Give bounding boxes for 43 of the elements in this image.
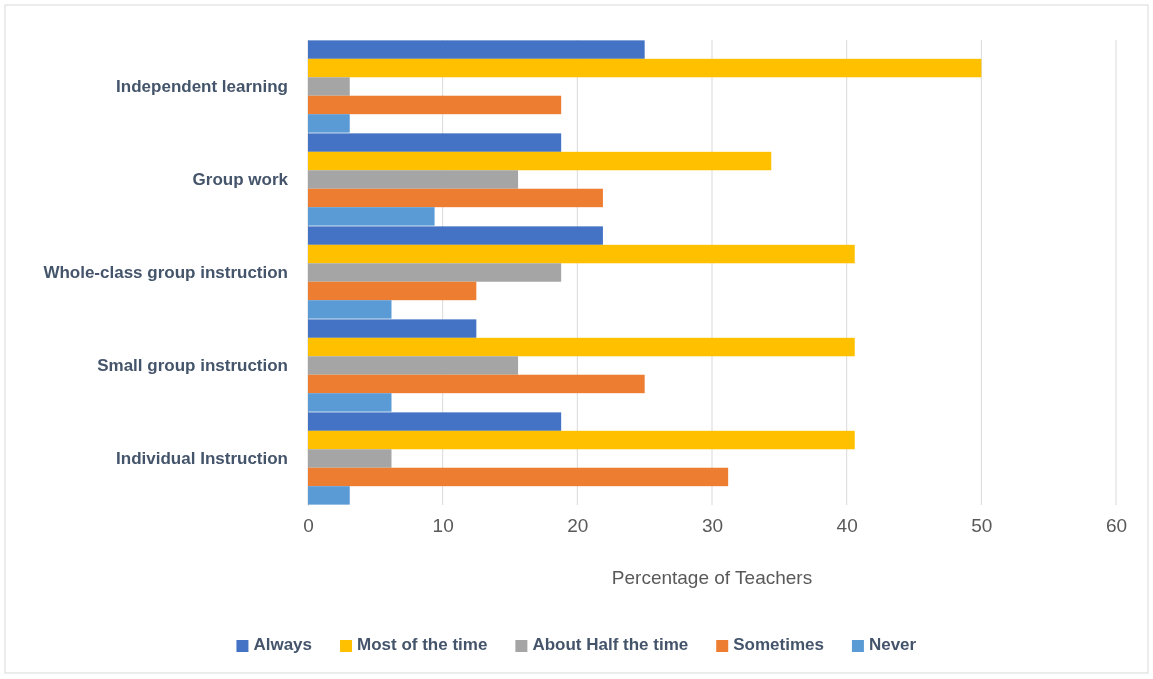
bar xyxy=(308,281,477,301)
bar xyxy=(308,77,350,96)
bar xyxy=(308,114,350,133)
bar xyxy=(308,40,645,59)
bar xyxy=(308,374,645,394)
y-tick-label: Independent learning xyxy=(116,76,288,96)
y-tick-label: Group work xyxy=(192,169,289,189)
bar xyxy=(308,263,562,282)
legend-label: Sometimes xyxy=(733,635,824,654)
bar xyxy=(308,133,562,152)
legend-label: Always xyxy=(253,635,313,654)
bar xyxy=(308,170,519,189)
legend-label: Most of the time xyxy=(357,635,488,654)
bar xyxy=(308,467,729,487)
bar xyxy=(308,412,562,431)
x-tick-label: 20 xyxy=(567,515,589,537)
bar xyxy=(308,319,477,338)
bar xyxy=(308,486,350,505)
bar xyxy=(308,300,392,319)
bar xyxy=(308,58,982,78)
x-tick-label: 10 xyxy=(432,515,454,537)
legend-label: About Half the time xyxy=(532,635,689,654)
legend-label: Never xyxy=(868,635,917,654)
bar xyxy=(308,95,562,115)
bar xyxy=(308,244,855,264)
bar xyxy=(308,207,435,226)
bar xyxy=(308,188,603,208)
bar xyxy=(308,449,392,468)
bar xyxy=(308,151,772,171)
x-axis-title: Percentage of Teachers xyxy=(611,567,813,588)
x-tick-label: 0 xyxy=(303,515,314,537)
bar xyxy=(308,226,603,245)
y-tick-label: Small group instruction xyxy=(97,355,288,375)
bar xyxy=(308,337,855,357)
x-tick-label: 40 xyxy=(836,515,858,537)
bar xyxy=(308,356,519,375)
x-tick-label: 60 xyxy=(1105,515,1128,537)
x-tick-label: 30 xyxy=(701,515,724,537)
y-tick-label: Whole-class group instruction xyxy=(43,262,288,282)
bar xyxy=(308,430,855,450)
y-tick-label: Individual Instruction xyxy=(116,448,288,468)
bar xyxy=(308,393,392,412)
x-tick-label: 50 xyxy=(971,515,993,537)
